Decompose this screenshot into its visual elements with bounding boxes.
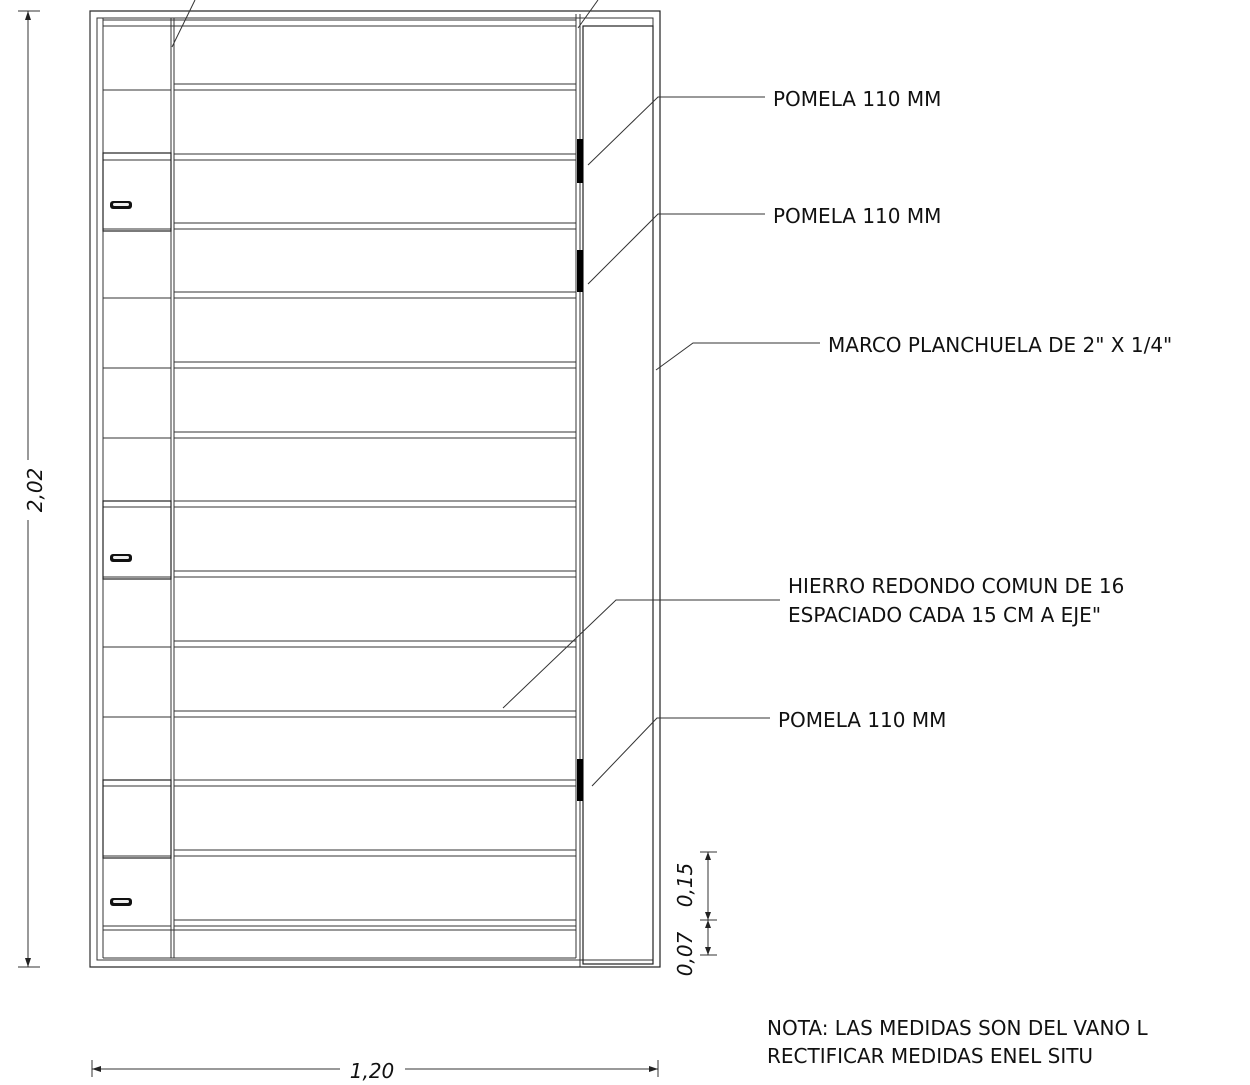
note-line2: RECTIFICAR MEDIDAS ENEL SITU <box>767 1044 1093 1068</box>
lock-box-bottom <box>102 779 172 906</box>
hinge-bottom <box>577 759 583 801</box>
dimension-spacing-label: 0,15 <box>673 863 697 908</box>
annotation-hierro-line2: ESPACIADO CADA 15 CM A EJE" <box>788 603 1101 627</box>
lock-box-middle <box>102 500 172 580</box>
right-stile <box>575 14 654 967</box>
annotation-pomela-3: POMELA 110 MM <box>778 708 946 732</box>
lock-box-top <box>102 152 172 232</box>
hinge-middle <box>577 250 583 292</box>
hinge-top <box>577 139 583 183</box>
annotation-pomela-1: POMELA 110 MM <box>773 87 941 111</box>
spacing-dimension <box>700 851 717 956</box>
annotation-pomela-2: POMELA 110 MM <box>773 204 941 228</box>
note-line1: NOTA: LAS MEDIDAS SON DEL VANO L <box>767 1016 1149 1040</box>
annotation-marco: MARCO PLANCHUELA DE 2" X 1/4" <box>828 333 1172 357</box>
width-dimension <box>91 1060 659 1077</box>
left-stile <box>102 18 175 958</box>
horizontal-bars <box>103 19 576 959</box>
dimension-width-label: 1,20 <box>350 1059 395 1083</box>
leader-lines <box>171 0 820 787</box>
dimension-bottom-label: 0,07 <box>673 931 697 976</box>
annotation-hierro-line1: HIERRO REDONDO COMUN DE 16 <box>788 574 1124 598</box>
height-dimension <box>18 10 40 968</box>
dimension-height-label: 2,02 <box>23 468 47 513</box>
